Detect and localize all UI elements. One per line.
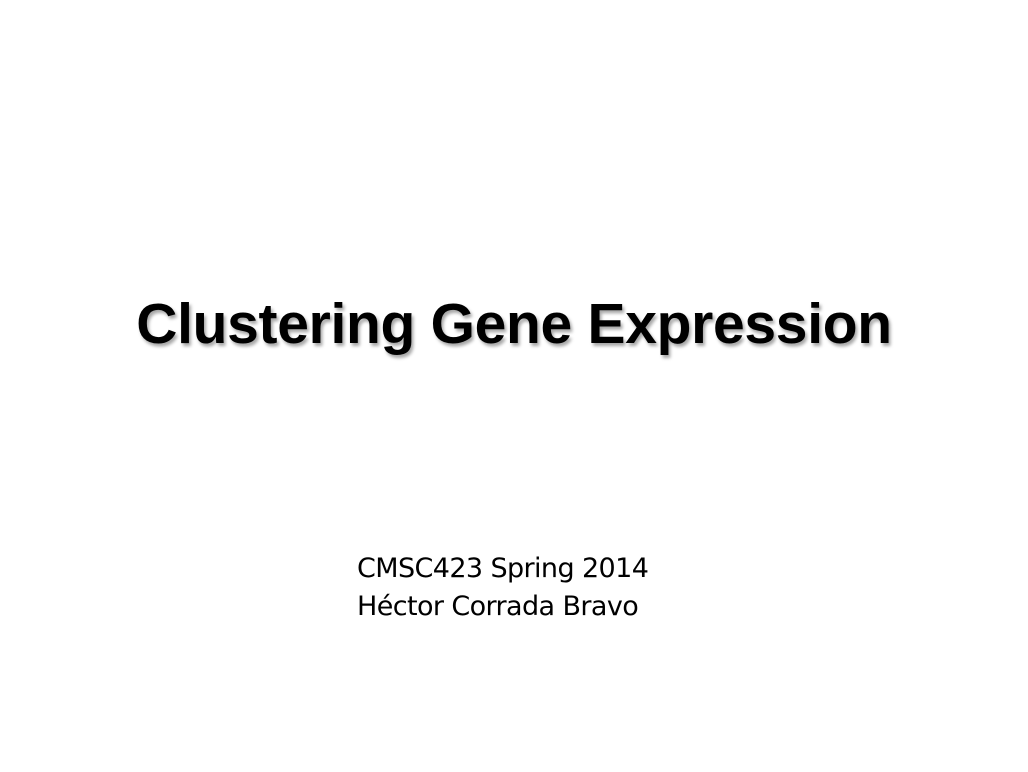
author-line: Héctor Corrada Bravo xyxy=(357,591,639,622)
slide-title: Clustering Gene Expression xyxy=(136,292,892,356)
course-line: CMSC423 Spring 2014 xyxy=(357,553,649,584)
slide-subtitle: CMSC423 Spring 2014 Héctor Corrada Bravo xyxy=(357,550,777,626)
